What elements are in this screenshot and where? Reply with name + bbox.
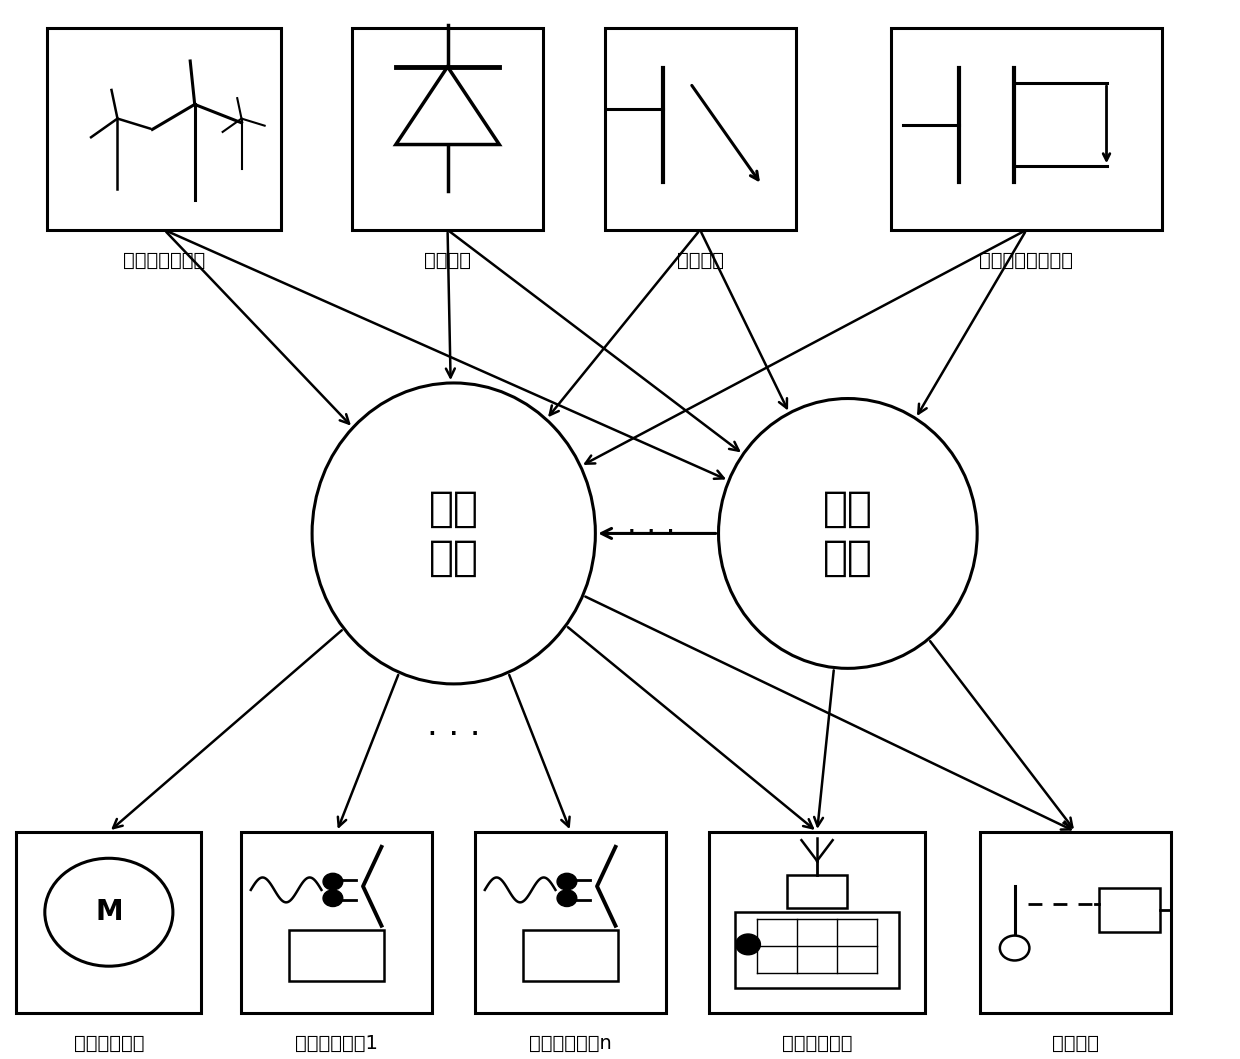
Bar	[1099, 889, 1159, 932]
Text: 逆变电路: 逆变电路	[677, 251, 724, 270]
Text: · · ·: · · ·	[427, 719, 480, 752]
Text: 工频负载接口1: 工频负载接口1	[295, 1035, 378, 1053]
Ellipse shape	[718, 398, 977, 668]
Text: M: M	[95, 898, 123, 927]
Circle shape	[557, 890, 577, 907]
Text: 风力发电机接口: 风力发电机接口	[123, 251, 206, 270]
Bar	[981, 831, 1171, 1013]
Text: 变频负载接口: 变频负载接口	[73, 1035, 144, 1053]
Bar	[605, 28, 796, 230]
Text: · · ·: · · ·	[626, 519, 675, 548]
Circle shape	[735, 934, 760, 955]
Circle shape	[999, 935, 1029, 961]
Ellipse shape	[312, 383, 595, 684]
Circle shape	[557, 874, 577, 890]
Bar	[16, 831, 201, 1013]
Bar	[892, 28, 1162, 230]
Text: 工频负载接口n: 工频负载接口n	[529, 1035, 613, 1053]
Bar	[47, 28, 281, 230]
Bar	[709, 831, 925, 1013]
Bar	[787, 876, 847, 908]
Text: 电控开关: 电控开关	[1053, 1035, 1099, 1053]
Bar	[289, 930, 384, 981]
Circle shape	[45, 858, 172, 966]
Text: 主控
部分: 主控 部分	[429, 488, 479, 578]
Bar	[352, 28, 543, 230]
Text: 蓄电池充放电电路: 蓄电池充放电电路	[980, 251, 1074, 270]
Text: 整流电路: 整流电路	[424, 251, 471, 270]
Bar	[475, 831, 666, 1013]
Bar	[735, 912, 899, 988]
Bar	[523, 930, 619, 981]
Circle shape	[324, 874, 342, 890]
Circle shape	[324, 890, 342, 907]
Bar	[242, 831, 433, 1013]
Text: 警示应答装置: 警示应答装置	[781, 1035, 852, 1053]
Text: 检测
电路: 检测 电路	[823, 488, 873, 578]
